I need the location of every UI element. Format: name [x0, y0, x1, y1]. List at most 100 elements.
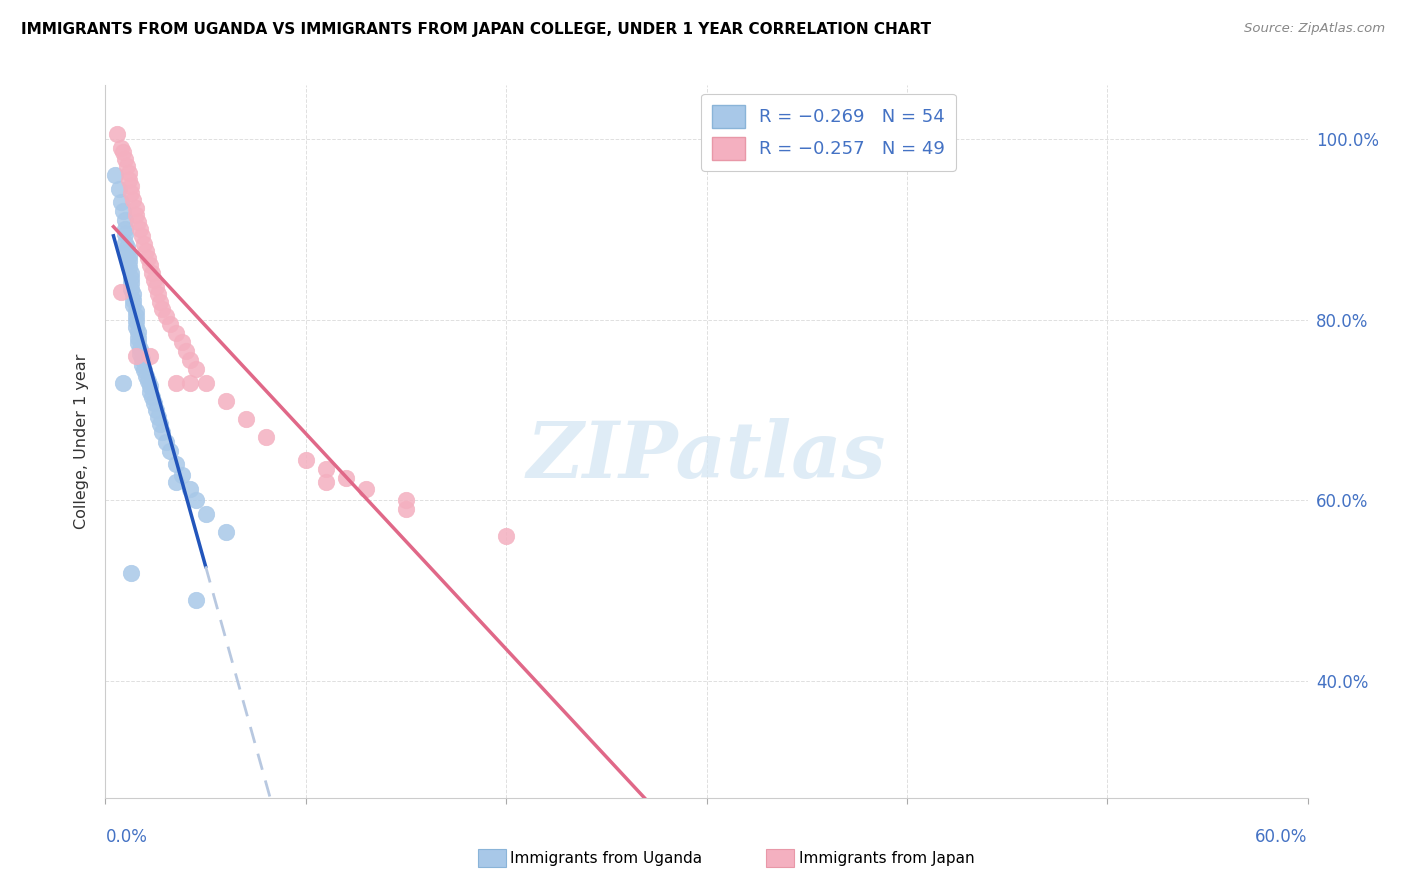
Point: [136, 251, 159, 265]
Point: [142, 273, 165, 287]
Point: [335, 471, 357, 485]
Point: [155, 434, 177, 449]
Point: [138, 259, 160, 273]
Point: [159, 444, 181, 458]
Point: [114, 222, 136, 236]
Point: [170, 467, 193, 482]
Point: [155, 309, 177, 323]
Point: [295, 452, 318, 467]
Point: [131, 352, 153, 367]
Point: [117, 244, 139, 259]
Point: [124, 201, 146, 215]
Point: [124, 319, 146, 334]
Point: [131, 229, 153, 244]
Text: ZIPatlas: ZIPatlas: [527, 417, 886, 494]
Point: [128, 342, 150, 356]
Point: [235, 412, 257, 426]
Point: [174, 344, 197, 359]
Point: [159, 317, 181, 331]
Point: [184, 362, 207, 376]
Point: [194, 507, 217, 521]
Point: [128, 347, 150, 361]
Point: [148, 294, 170, 309]
Point: [495, 529, 517, 543]
Point: [124, 303, 146, 318]
Point: [214, 393, 236, 408]
Point: [124, 349, 146, 363]
Point: [121, 186, 143, 201]
Point: [165, 376, 187, 390]
Text: 60.0%: 60.0%: [1256, 828, 1308, 846]
Point: [145, 280, 167, 294]
Point: [118, 249, 141, 263]
Text: 0.0%: 0.0%: [105, 828, 148, 846]
Point: [165, 457, 187, 471]
Point: [170, 335, 193, 350]
Point: [132, 236, 155, 251]
Point: [354, 483, 377, 497]
Point: [122, 287, 145, 301]
Text: Immigrants from Uganda: Immigrants from Uganda: [510, 851, 703, 865]
Point: [135, 368, 157, 383]
Point: [124, 309, 146, 323]
Point: [118, 253, 141, 268]
Y-axis label: College, Under 1 year: College, Under 1 year: [75, 354, 90, 529]
Point: [117, 159, 139, 173]
Point: [118, 260, 141, 275]
Point: [122, 194, 145, 208]
Point: [150, 301, 173, 316]
Text: Source: ZipAtlas.com: Source: ZipAtlas.com: [1244, 22, 1385, 36]
Point: [179, 353, 201, 368]
Point: [107, 128, 129, 142]
Point: [110, 141, 132, 155]
Point: [148, 417, 170, 432]
Point: [114, 213, 136, 227]
Point: [179, 376, 201, 390]
Point: [114, 152, 136, 166]
Point: [165, 326, 187, 340]
Point: [150, 425, 173, 439]
Point: [121, 266, 143, 280]
Point: [395, 493, 418, 508]
Point: [184, 592, 207, 607]
Text: IMMIGRANTS FROM UGANDA VS IMMIGRANTS FROM JAPAN COLLEGE, UNDER 1 YEAR CORRELATIO: IMMIGRANTS FROM UGANDA VS IMMIGRANTS FRO…: [21, 22, 931, 37]
Point: [121, 178, 143, 193]
Point: [124, 314, 146, 328]
Point: [214, 524, 236, 539]
Point: [315, 475, 337, 490]
Point: [145, 403, 167, 417]
Point: [136, 374, 159, 388]
Point: [127, 331, 149, 345]
Point: [184, 493, 207, 508]
Point: [118, 166, 141, 180]
Point: [112, 376, 135, 390]
Point: [146, 410, 169, 425]
Point: [117, 240, 139, 254]
Point: [254, 430, 277, 444]
Point: [142, 395, 165, 409]
Point: [118, 172, 141, 186]
Point: [138, 379, 160, 393]
Point: [112, 145, 135, 160]
Point: [121, 282, 143, 296]
Point: [141, 266, 163, 280]
Point: [194, 376, 217, 390]
Point: [112, 204, 135, 219]
Point: [179, 483, 201, 497]
Point: [124, 208, 146, 222]
Point: [395, 502, 418, 516]
Point: [127, 336, 149, 351]
Point: [121, 566, 143, 580]
Point: [127, 325, 149, 339]
Text: Immigrants from Japan: Immigrants from Japan: [799, 851, 974, 865]
Point: [146, 287, 169, 301]
Point: [104, 168, 127, 182]
Point: [132, 363, 155, 377]
Point: [121, 277, 143, 291]
Point: [315, 461, 337, 475]
Point: [135, 244, 157, 258]
Point: [114, 235, 136, 250]
Point: [122, 293, 145, 307]
Point: [127, 215, 149, 229]
Point: [114, 227, 136, 241]
